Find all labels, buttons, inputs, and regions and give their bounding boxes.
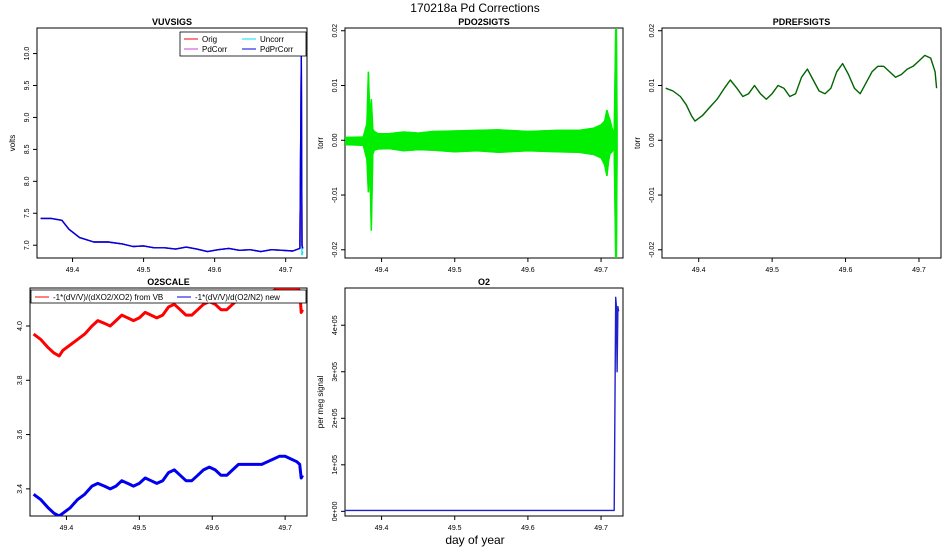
pdo2sigts-series-1 [345,144,618,258]
vuvsigs-legend-label: Orig [202,35,217,44]
pdo2sigts-ytick-label: -0.01 [332,187,339,203]
vuvsigs-series-1 [40,59,304,256]
pdrefsigts-xtick-label: 49.4 [692,267,706,274]
o2scale-xtick-label: 49.7 [278,525,292,532]
o2scale-ytick-label: 3.4 [17,484,24,494]
vuvsigs-legend-label: PdCorr [202,45,228,54]
o2-ytick-label: 0e+00 [332,501,339,521]
pdrefsigts-ytick-label: 0.00 [649,133,656,147]
vuvsigs-legend: Orig Uncorr PdCorr PdPrCorr [179,31,307,57]
o2-xtick-label: 49.4 [375,525,389,532]
o2-ylabel: per meg signal [316,376,325,429]
vuvsigs-series-3 [40,52,304,253]
pdo2sigts-xtick-label: 49.5 [448,267,462,274]
vuvsigs-ytick-label: 9.0 [24,112,31,122]
o2scale-ytick-label: 4.0 [17,321,24,331]
o2scale-panel: O2SCALE 49.4 49.5 49.6 49.7 3.4 3.6 3.8 4.0 -1*(d… [17,277,308,532]
vuvsigs-ytick-label: 7.5 [24,208,31,218]
vuvsigs-legend-label: Uncorr [260,35,284,44]
pdo2sigts-xtick-label: 49.6 [521,267,535,274]
o2-xtick-label: 49.6 [521,525,535,532]
vuvsigs-title: VUVSIGS [152,17,192,27]
pdrefsigts-panel: PDREFSIGTS 49.4 49.5 49.6 49.7 -0.02 -0.01 0.00… [633,17,942,274]
o2-frame [344,287,624,517]
vuvsigs-legend-label: PdPrCorr [260,45,294,54]
pdo2sigts-series-0 [345,28,618,139]
pdrefsigts-ytick-label: 0.01 [649,79,656,93]
o2scale-legend-label: -1*(dV/V)/d(O2/N2) new [195,293,280,302]
o2-xtick-label: 49.7 [594,525,608,532]
vuvsigs-xtick-label: 49.5 [137,267,151,274]
o2-ytick-label: 4e+05 [332,315,339,335]
vuvsigs-ytick-label: 8.0 [24,176,31,186]
o2scale-ytick-label: 3.8 [17,375,24,385]
vuvsigs-xtick-label: 49.6 [208,267,222,274]
pdrefsigts-xtick-label: 49.7 [912,267,926,274]
vuvsigs-frame [36,27,308,259]
pdo2sigts-ylabel: torr [316,137,325,149]
o2scale-xtick-label: 49.6 [205,525,219,532]
vuvsigs-ytick-label: 10.0 [24,47,31,61]
vuvsigs-ylabel: volts [8,135,17,151]
vuvsigs-panel: VUVSIGS 49.4 49.5 49.6 49.7 7.0 7.5 8.0 8.5 9.0 9.… [8,17,308,274]
pdo2sigts-xtick-label: 49.4 [375,267,389,274]
o2-ytick-label: 3e+05 [332,362,339,382]
pdrefsigts-ytick-label: -0.02 [649,242,656,258]
o2scale-xtick-label: 49.5 [133,525,147,532]
o2scale-ytick-label: 3.6 [17,430,24,440]
o2-ytick-label: 1e+05 [332,455,339,475]
o2-panel: O2 49.4 49.5 49.6 49.7 0e+00 1e+05 2e+05 3e+05 4e… [316,277,624,532]
o2scale-legend: -1*(dV/V)/(dXO2/XO2) from VB -1*(dV/V)/d(… [30,289,307,304]
vuvsigs-series-2 [40,56,304,253]
vuvsigs-legend-box [179,31,307,57]
pdrefsigts-xtick-label: 49.6 [839,267,853,274]
vuvsigs-xtick-label: 49.4 [66,267,80,274]
pdo2sigts-xtick-label: 49.7 [594,267,608,274]
vuvsigs-xtick-label: 49.7 [279,267,293,274]
pdo2sigts-panel: PDO2SIGTS 49.4 49.5 49.6 49.7 -0.02 -0.01 0.00 0… [316,17,624,274]
o2-series-0 [345,296,620,512]
vuvsigs-ytick-label: 8.5 [24,144,31,154]
pdo2sigts-ytick-label: -0.02 [332,242,339,258]
o2scale-series-1 [32,454,304,516]
pdo2sigts-series-band [345,28,618,258]
pdrefsigts-xtick-label: 49.5 [765,267,779,274]
pdo2sigts-ytick-label: 0.01 [332,79,339,93]
o2scale-title: O2SCALE [147,277,190,287]
o2-ytick-label: 2e+05 [332,408,339,428]
figure-xlabel: day of year [445,533,504,547]
pdrefsigts-frame [661,27,942,259]
pdo2sigts-ytick-label: 0.02 [332,24,339,38]
figure-title: 170218a Pd Corrections [410,1,539,15]
o2scale-legend-box [30,289,307,304]
vuvsigs-ytick-label: 9.5 [24,81,31,91]
vuvsigs-ytick-label: 7.0 [24,240,31,250]
pdo2sigts-title: PDO2SIGTS [458,17,510,27]
o2-xtick-label: 49.5 [448,525,462,532]
o2-title: O2 [478,277,490,287]
pdrefsigts-ytick-label: -0.01 [649,187,656,203]
o2scale-xtick-label: 49.4 [60,525,74,532]
pdrefsigts-ylabel: torr [633,137,642,149]
pdrefsigts-series-0 [665,54,938,122]
pdo2sigts-ytick-label: 0.00 [332,133,339,147]
o2scale-frame [29,287,308,517]
o2scale-legend-label: -1*(dV/V)/(dXO2/XO2) from VB [53,293,163,302]
vuvsigs-series-0 [40,59,304,253]
pdrefsigts-title: PDREFSIGTS [773,17,831,27]
pdrefsigts-ytick-label: 0.02 [649,24,656,38]
